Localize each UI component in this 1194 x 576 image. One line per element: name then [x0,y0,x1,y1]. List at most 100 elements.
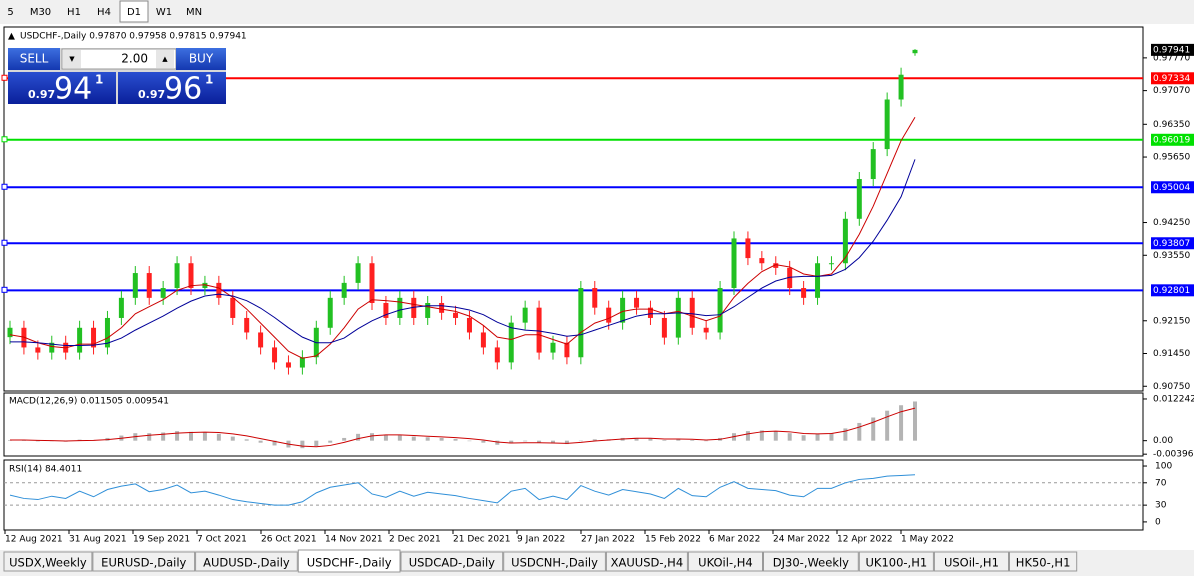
macd-bar [871,417,876,441]
ask-sup: 1 [205,73,213,87]
macd-bar [481,440,486,443]
candle-body [160,288,166,298]
tab-label[interactable]: USOil-,H1 [944,556,999,570]
timeframe-label[interactable]: H4 [97,7,111,18]
timeframe-label[interactable]: H1 [67,7,81,18]
timeframe-button[interactable] [0,1,21,22]
bid-prefix: 0.97 [28,88,55,101]
timeframe-label[interactable]: M30 [30,7,51,18]
candle-body [494,347,500,363]
tab-label[interactable]: UKOil-,H4 [698,556,753,570]
macd-bar [495,440,500,445]
candle-body [439,302,445,313]
tab[interactable] [92,551,196,572]
candle-body [884,99,890,150]
macd-bar [356,433,361,441]
level-handle[interactable] [1,74,8,81]
rsi-label: RSI(14) 84.4011 [9,465,82,475]
tab-label[interactable]: EURUSD-,Daily [101,556,186,570]
macd-signal [10,407,916,448]
sell-button[interactable] [8,48,60,70]
macd-bar [272,440,277,446]
timeframe-button[interactable] [150,1,178,22]
ask-box[interactable] [118,72,226,104]
level-handle[interactable] [1,239,8,246]
candle-body [299,357,305,368]
macd-bar [244,439,249,441]
level-price-label: 0.96019 [1153,135,1190,145]
buy-button[interactable] [176,48,226,70]
tab[interactable] [1009,551,1078,572]
tab[interactable] [763,551,859,572]
macd-bar [676,438,681,441]
tab-label[interactable]: HK50-,H1 [1016,556,1071,570]
lot-down[interactable] [63,50,81,68]
tab[interactable] [297,549,401,573]
lot-value[interactable]: 2.00 [121,52,148,66]
level-handle[interactable] [1,286,8,293]
tab[interactable] [400,551,504,572]
price-tick-label: 0.95650 [1153,153,1190,163]
macd-tick-label: 0.00 [1153,436,1173,446]
macd-bar [453,438,458,441]
candle-body [592,288,598,308]
candle-body [647,307,653,318]
level-handle[interactable] [1,136,8,143]
candle-body [815,263,821,298]
candle-body [118,297,124,318]
buy-label[interactable]: BUY [189,52,214,66]
tab[interactable] [858,551,934,572]
macd-bar [202,432,207,441]
macd-bar [509,440,514,444]
timeframe-button[interactable] [60,1,88,22]
tab[interactable] [933,551,1010,572]
timeframe-label[interactable]: D1 [127,7,141,18]
lot-up[interactable] [156,50,174,68]
trade-panel: SELL ▼ 2.00 ▲ BUY 0.97 94 1 0.97 96 1 [8,48,226,107]
macd-bar [704,440,709,442]
tab-label[interactable]: USDCNH-,Daily [511,556,598,570]
macd-bar [759,430,764,441]
moving-average [10,159,916,347]
price-tick-label: 0.92150 [1153,316,1190,326]
level-price-label: 0.97334 [1153,74,1190,84]
timeframe-button[interactable] [90,1,118,22]
level-handle[interactable] [1,183,8,190]
tab-label[interactable]: DJ30-,Weekly [773,556,849,570]
macd-panel [3,392,1144,457]
candle-body [146,273,152,298]
candle-body [453,312,459,318]
macd-bar [523,440,528,442]
tab[interactable] [687,551,764,572]
tab-label[interactable]: USDX,Weekly [9,556,87,570]
macd-bar [592,439,597,441]
timeframe-label[interactable]: MN [186,7,202,18]
tab[interactable] [3,551,93,572]
macd-bar [328,440,333,443]
timeframe-button[interactable] [119,0,149,23]
macd-bar [648,438,653,441]
bid-box[interactable] [8,72,116,104]
timeframe-button[interactable] [23,1,58,22]
tab-label[interactable]: USDCHF-,Daily [307,556,392,570]
timeframe-label[interactable]: W1 [156,7,172,18]
candle-body [898,74,904,100]
timeframe-button[interactable] [180,1,208,22]
date-label: 19 Sep 2021 [133,535,190,545]
sell-label[interactable]: SELL [20,52,49,66]
candle-body [536,307,542,353]
tab-label[interactable]: AUDUSD-,Daily [203,556,290,570]
current-price-label: 0.97941 [1153,45,1190,55]
macd-bar [439,437,444,441]
tab[interactable] [195,551,298,572]
candle-body [787,267,793,289]
chart-header: USDCHF-,Daily 0.97870 0.97958 0.97815 0.… [20,32,247,42]
tab-label[interactable]: UK100-,H1 [866,556,928,570]
tab-label[interactable]: XAUUSD-,H4 [611,556,684,570]
timeframe-label[interactable]: 5 [7,7,13,18]
tab[interactable] [503,551,606,572]
rsi-tick-label: 0 [1155,517,1161,527]
tab[interactable] [605,551,688,572]
tab-label[interactable]: USDCAD-,Daily [409,556,495,570]
price-tick-label: 0.97770 [1153,53,1190,63]
